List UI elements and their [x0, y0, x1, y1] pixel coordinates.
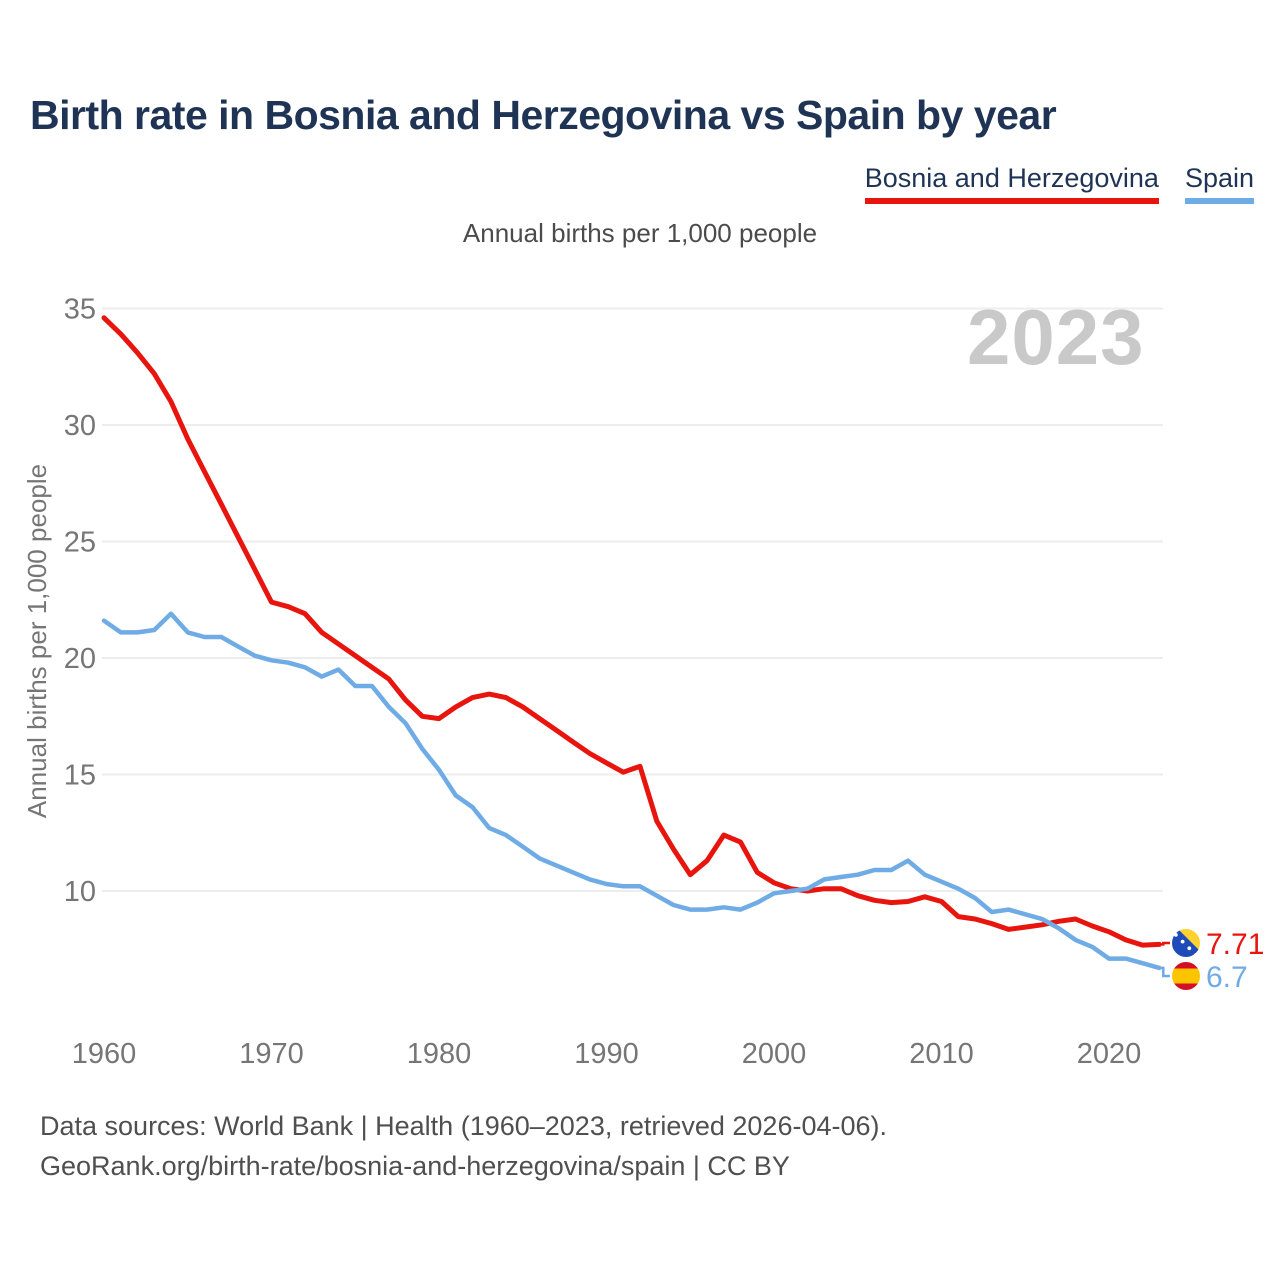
end-leader-bosnia-and-herzegovina [1159, 941, 1170, 946]
x-tick-label: 1970 [239, 1038, 304, 1070]
y-tick-label: 20 [64, 643, 96, 675]
legend-label-bosnia-and-herzegovina: Bosnia and Herzegovina [864, 163, 1159, 193]
legend-item-bosnia-and-herzegovina[interactable]: Bosnia and Herzegovina [864, 163, 1159, 204]
legend: Bosnia and Herzegovina Spain [864, 163, 1254, 204]
end-leader-spain [1159, 966, 1170, 978]
x-tick-label: 1990 [574, 1038, 639, 1070]
footer-sources: Data sources: World Bank | Health (1960–… [40, 1111, 887, 1141]
legend-item-spain[interactable]: Spain [1184, 163, 1254, 204]
x-tick-label: 2020 [1077, 1038, 1142, 1070]
x-tick-label: 2010 [909, 1038, 974, 1070]
legend-label-spain: Spain [1184, 163, 1254, 193]
x-tick-label: 1960 [72, 1038, 137, 1070]
end-value-spain: 6.7 [1206, 961, 1248, 994]
series-line-bosnia-and-herzegovina[interactable] [101, 315, 1162, 948]
y-tick-label: 15 [64, 760, 96, 792]
footer-attribution: GeoRank.org/birth-rate/bosnia-and-herzeg… [40, 1151, 790, 1181]
x-tick-label: 1980 [407, 1038, 472, 1070]
y-tick-label: 30 [64, 410, 96, 442]
y-tick-label: 10 [64, 876, 96, 908]
page-title: Birth rate in Bosnia and Herzegovina vs … [30, 92, 1057, 138]
y-tick-label: 35 [64, 294, 96, 326]
y-tick-label: 25 [64, 527, 96, 559]
y-axis-title: Annual births per 1,000 people [22, 464, 52, 818]
end-value-bosnia-and-herzegovina: 7.71 [1206, 928, 1264, 961]
x-tick-label: 2000 [742, 1038, 807, 1070]
chart-subtitle: Annual births per 1,000 people [462, 218, 818, 248]
series-line-spain[interactable] [101, 611, 1162, 971]
footer: Data sources: World Bank | Health (1960–… [40, 1106, 887, 1186]
